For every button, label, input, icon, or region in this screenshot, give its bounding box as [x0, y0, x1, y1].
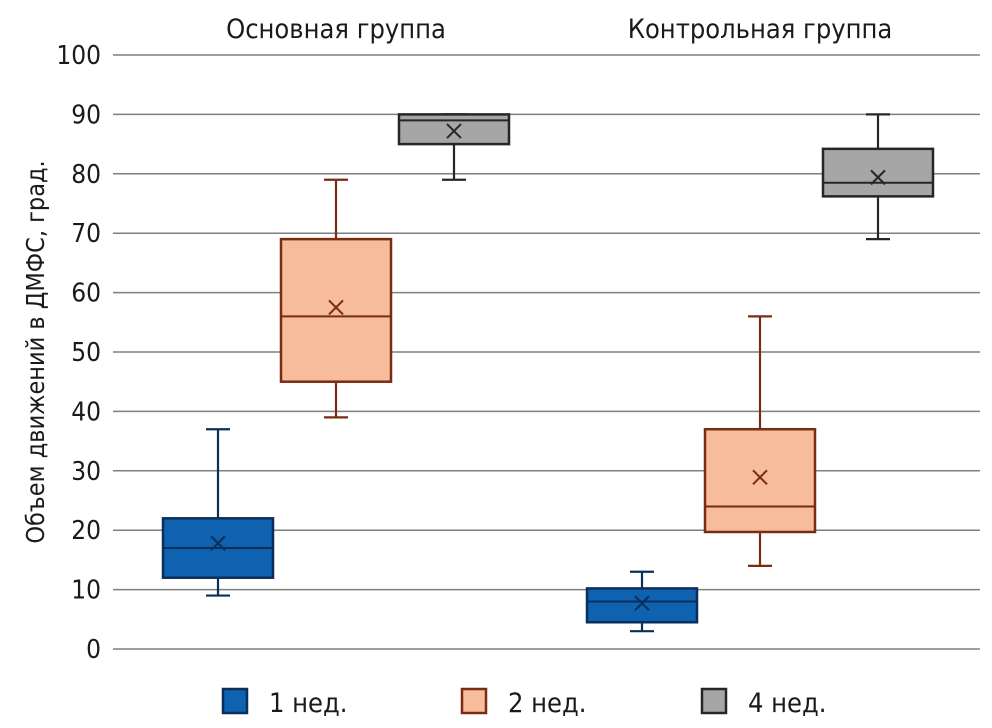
group-title: Контрольная группа — [628, 14, 893, 45]
legend-label: 2 нед. — [508, 688, 587, 719]
legend-item: 1 нед. — [221, 687, 348, 719]
y-tick-label: 20 — [71, 516, 101, 546]
y-tick-label: 100 — [56, 41, 101, 71]
iqr-box — [397, 113, 511, 146]
mean-marker — [446, 123, 462, 139]
box-2-1 — [585, 570, 699, 633]
iqr-box — [821, 147, 935, 198]
y-tick-label: 80 — [71, 160, 101, 190]
y-tick-label: 0 — [86, 635, 101, 665]
y-tick-label: 70 — [71, 219, 101, 249]
y-tick-label: 90 — [71, 100, 101, 130]
mean-marker — [752, 469, 768, 486]
mean-marker — [870, 169, 886, 186]
legend-swatch — [700, 687, 728, 715]
mean-marker — [634, 595, 650, 611]
y-axis-tick-labels: 0 10 20 30 40 50 60 70 80 90 100 — [56, 41, 101, 665]
legend: 1 нед. 2 нед. 4 нед. — [221, 687, 827, 719]
mean-marker — [328, 299, 344, 316]
legend-swatch — [460, 687, 488, 715]
box-2-3 — [821, 113, 935, 241]
group-titles: Основная группа Контрольная группа — [226, 14, 892, 45]
mean-marker — [210, 535, 226, 551]
box-2-2 — [703, 315, 817, 567]
legend-label: 4 нед. — [748, 688, 827, 719]
box-1-1 — [161, 428, 275, 597]
iqr-box — [585, 587, 699, 624]
box-1-2 — [279, 178, 393, 419]
legend-label: 1 нед. — [269, 688, 348, 719]
y-tick-label: 60 — [71, 279, 101, 309]
legend-item: 2 нед. — [460, 687, 587, 719]
legend-item: 4 нед. — [700, 687, 827, 719]
y-tick-label: 40 — [71, 397, 101, 427]
y-tick-label: 10 — [71, 576, 101, 606]
boxes — [161, 113, 935, 633]
group-title: Основная группа — [226, 14, 446, 45]
y-tick-label: 50 — [71, 338, 101, 368]
box-1-3 — [397, 113, 511, 181]
iqr-box — [703, 427, 817, 534]
legend-swatch — [221, 687, 249, 715]
iqr-box — [279, 237, 393, 383]
y-tick-label: 30 — [71, 457, 101, 487]
y-axis-title: Объем движений в ДМФС, град. — [21, 160, 50, 543]
